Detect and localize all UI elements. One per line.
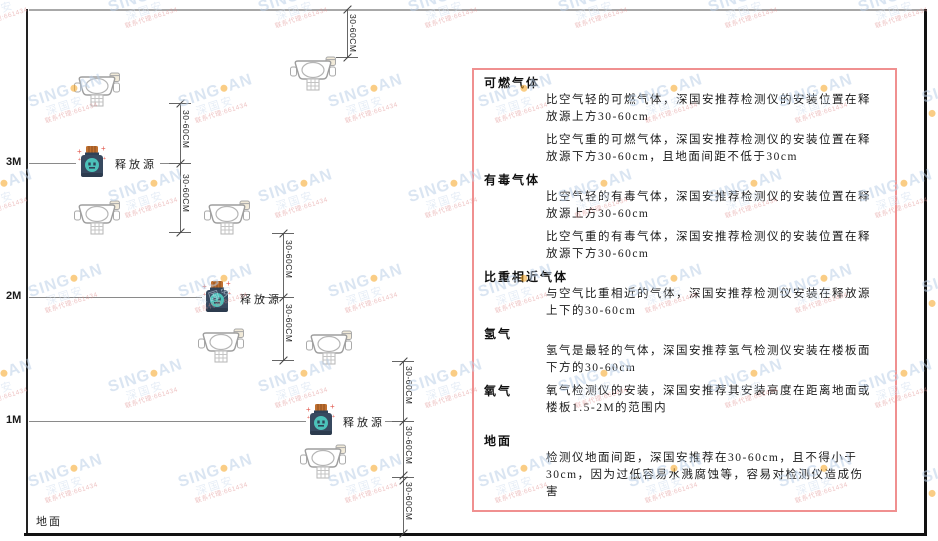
leader-line-3m [29, 163, 76, 164]
dimension-label: 30-60CM [284, 304, 294, 343]
section-ground: 地面 检测仪地面间距，深国安推荐在30-60cm，且不得小于30cm，因为过低容… [484, 433, 885, 501]
leader-line-2m [29, 297, 202, 298]
release-source-icon [306, 403, 336, 437]
leader-line-1m [29, 421, 306, 422]
gas-detector-icon [74, 70, 120, 108]
release-source-label: 释放源 [115, 159, 157, 171]
section-paragraph: 与空气比重相近的气体，深国安推荐检测仪安装在释放源上下的30-60cm [546, 288, 871, 317]
dimension-label: 30-60CM [404, 366, 414, 405]
section-heading: 氧气 [484, 384, 513, 398]
info-panel: 可燃气体 比空气轻的可燃气体，深国安推荐检测仪的安装位置在释放源上方30-60c… [472, 68, 897, 512]
section-paragraph: 氧气检测仪的安装，深国安推荐其安装高度在距离地面或楼板1.5-2M的范围内 [546, 385, 871, 414]
section-toxic-gas: 有毒气体 比空气轻的有毒气体，深国安推荐检测仪的安装位置在释放源上方30-60c… [484, 172, 885, 263]
release-source-icon [202, 280, 232, 314]
section-paragraph: 比空气重的有毒气体，深国安推荐检测仪的安装位置在释放源下方30-60cm [546, 231, 871, 260]
section-heading: 氢气 [484, 327, 513, 341]
section-hydrogen: 氢气 氢气是最轻的气体，深国安推荐氢气检测仪安装在楼板面下方的30-60cm [484, 326, 885, 377]
gas-detector-icon [290, 54, 336, 92]
floor-line [24, 533, 927, 536]
height-marker-1m: 1M [6, 414, 22, 426]
release-source-label: 释放源 [343, 417, 385, 429]
section-heading: 有毒气体 [484, 173, 541, 187]
ground-label: 地面 [36, 516, 62, 528]
section-paragraph: 比空气轻的可燃气体，深国安推荐检测仪的安装位置在释放源上方30-60cm [546, 94, 871, 123]
gas-detector-icon [306, 328, 352, 366]
section-heading: 地面 [484, 434, 513, 448]
dimension-line [180, 103, 181, 232]
section-oxygen: 氧气 氧气检测仪的安装，深国安推荐其安装高度在距离地面或楼板1.5-2M的范围内 [484, 383, 885, 417]
gas-detector-icon [300, 442, 346, 480]
gas-detector-icon [74, 198, 120, 236]
section-paragraph: 比空气轻的有毒气体，深国安推荐检测仪的安装位置在释放源上方30-60cm [546, 191, 871, 220]
dimension-label: 30-60CM [181, 174, 191, 213]
release-source-label: 释放源 [240, 294, 282, 306]
section-paragraph: 比空气重的可燃气体，深国安推荐检测仪的安装位置在释放源下方30-60cm，且地面… [546, 134, 871, 163]
dimension-line [403, 361, 404, 533]
dimension-label: 30-60CM [181, 110, 191, 149]
section-paragraph: 氢气是最轻的气体，深国安推荐氢气检测仪安装在楼板面下方的30-60cm [546, 345, 871, 374]
gas-detector-icon [198, 326, 244, 364]
release-source-icon [77, 145, 107, 179]
dimension-line [347, 9, 348, 57]
dimension-label: 30-60CM [404, 482, 414, 521]
dimension-label: 30-60CM [404, 426, 414, 465]
left-wall-line [26, 9, 28, 535]
section-paragraph: 检测仪地面间距，深国安推荐在30-60cm，且不得小于30cm，因为过低容易水溅… [546, 452, 864, 498]
height-marker-2m: 2M [6, 290, 22, 302]
dimension-tick [392, 477, 414, 478]
right-wall-line [924, 9, 927, 535]
dimension-label: 30-60CM [348, 14, 358, 53]
ceiling-line [29, 9, 926, 11]
dimension-label: 30-60CM [284, 240, 294, 279]
gas-detector-icon [204, 198, 250, 236]
height-marker-3m: 3M [6, 156, 22, 168]
